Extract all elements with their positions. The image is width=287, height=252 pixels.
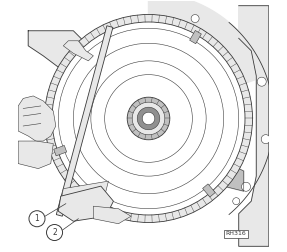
Circle shape xyxy=(235,143,242,149)
Bar xyxy=(203,184,215,197)
Text: 1: 1 xyxy=(35,214,39,223)
Polygon shape xyxy=(224,164,244,191)
Polygon shape xyxy=(28,31,93,71)
Polygon shape xyxy=(239,6,269,246)
Polygon shape xyxy=(58,186,113,221)
Text: 2: 2 xyxy=(52,228,57,237)
Circle shape xyxy=(91,61,206,176)
Text: RH316: RH316 xyxy=(226,231,247,236)
Polygon shape xyxy=(56,26,113,216)
Bar xyxy=(54,145,67,156)
Circle shape xyxy=(73,43,224,194)
Polygon shape xyxy=(18,141,53,169)
Polygon shape xyxy=(18,96,56,141)
Circle shape xyxy=(46,225,63,240)
Circle shape xyxy=(191,15,199,22)
Circle shape xyxy=(261,135,270,144)
Circle shape xyxy=(105,75,192,162)
Circle shape xyxy=(137,107,160,130)
Polygon shape xyxy=(61,181,108,201)
Circle shape xyxy=(44,14,253,223)
Polygon shape xyxy=(63,41,93,61)
Polygon shape xyxy=(148,0,266,83)
Polygon shape xyxy=(93,206,131,224)
Circle shape xyxy=(127,97,170,140)
Circle shape xyxy=(142,112,155,125)
Circle shape xyxy=(242,182,251,191)
Circle shape xyxy=(52,22,245,215)
Circle shape xyxy=(132,102,165,135)
Circle shape xyxy=(233,198,240,205)
Circle shape xyxy=(29,211,45,227)
Circle shape xyxy=(58,28,239,209)
Bar xyxy=(190,30,201,44)
Circle shape xyxy=(257,77,266,86)
